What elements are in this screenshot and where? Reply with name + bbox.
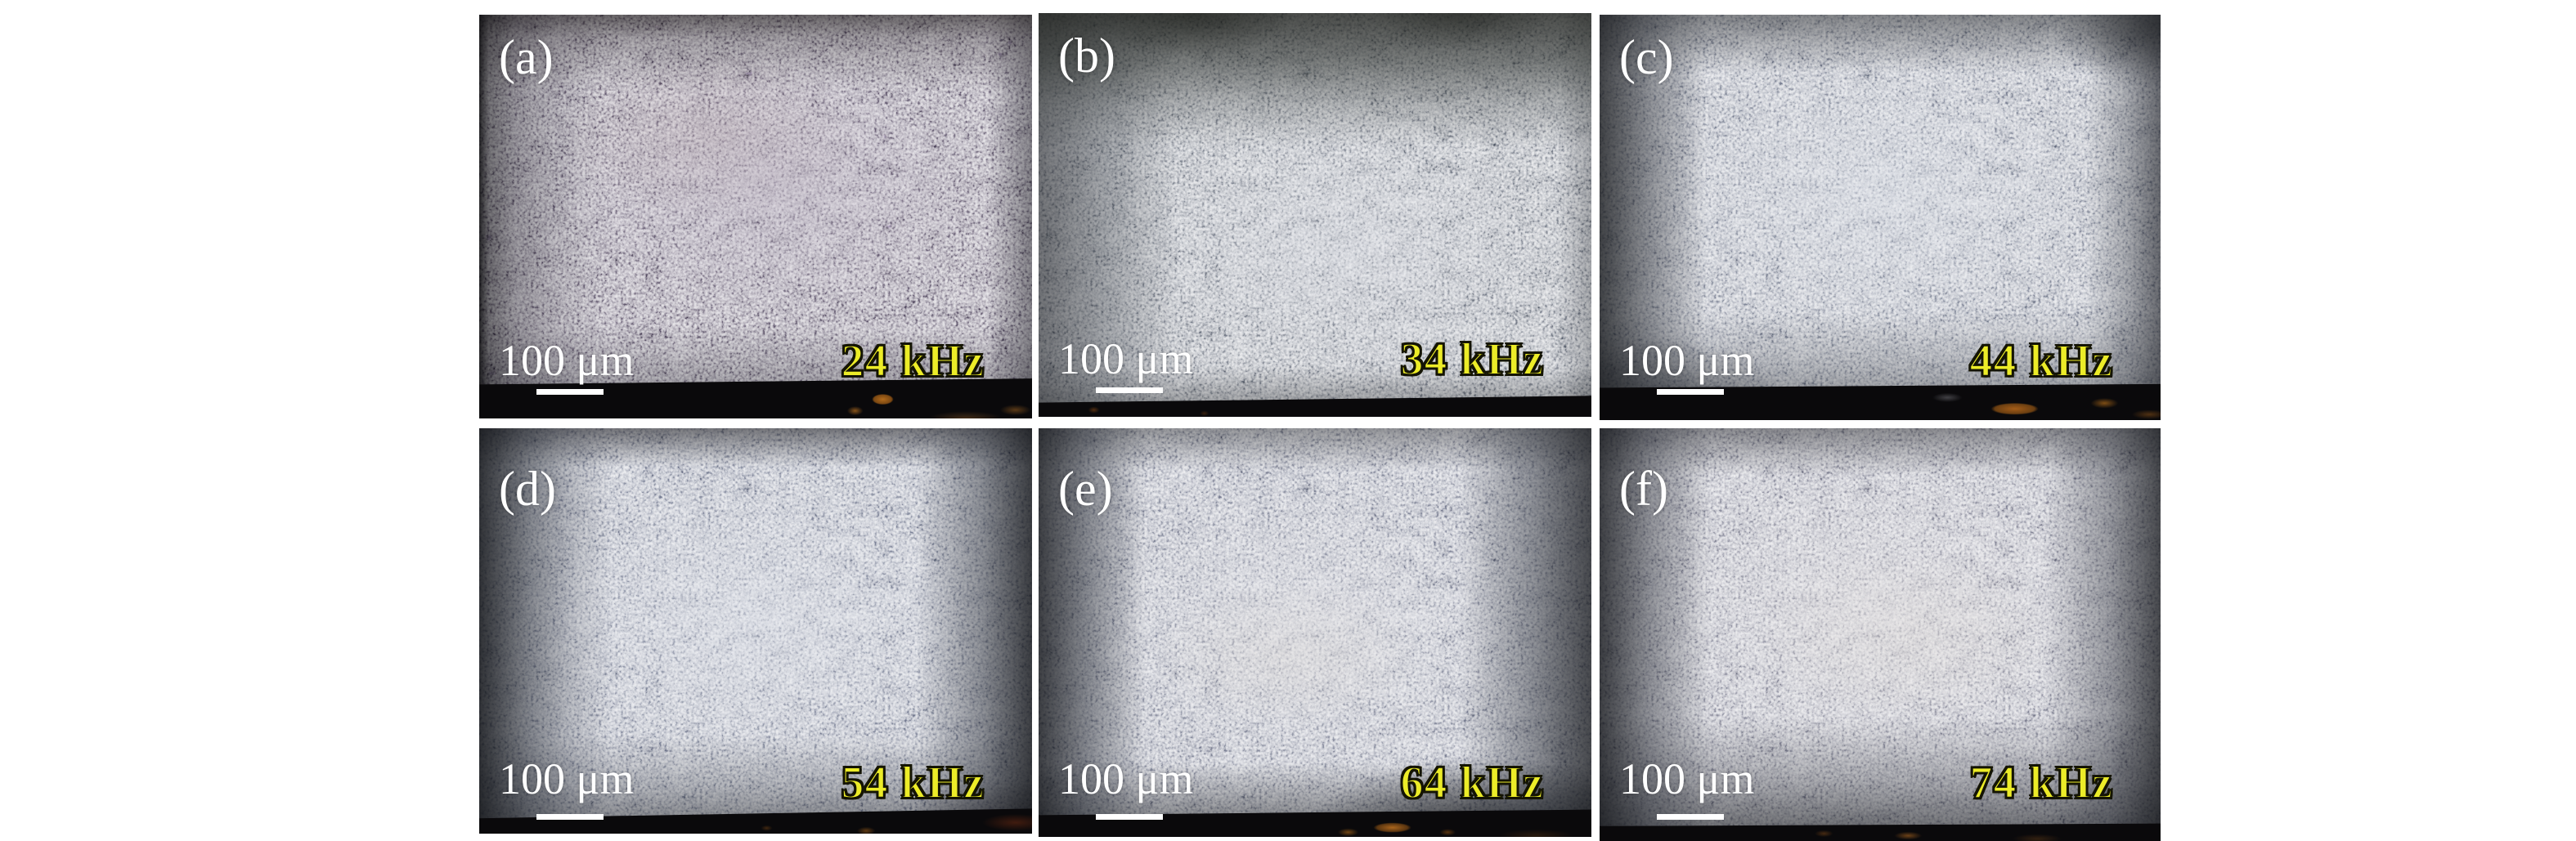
frequency-label: 44 kHz (1968, 336, 2113, 387)
frequency-label: 24 kHz (840, 336, 985, 387)
panel-letter-label: (f) (1619, 462, 1668, 516)
scale-bar (536, 814, 604, 820)
stage-shadow-band (1600, 383, 2161, 420)
panel-d: (d) 100 μm 54 kHz (479, 428, 1032, 834)
scale-bar (1096, 814, 1163, 820)
scale-label: 100 μm (499, 336, 635, 385)
panel-a: (a) 100 μm 24 kHz (479, 15, 1032, 418)
frequency-label: 64 kHz (1399, 758, 1544, 808)
scale-bar (1657, 389, 1724, 395)
scale-label: 100 μm (499, 754, 635, 803)
tone-overlay (479, 428, 1032, 834)
panel-letter-label: (a) (499, 30, 554, 84)
scale-label: 100 μm (1058, 334, 1194, 383)
tone-overlay (1039, 13, 1591, 417)
panel-b: (b) 100 μm 34 kHz (1039, 13, 1591, 417)
scale-label: 100 μm (1619, 754, 1755, 803)
frequency-label: 34 kHz (1399, 334, 1544, 385)
panel-letter-label: (c) (1619, 30, 1674, 84)
scale-label: 100 μm (1058, 754, 1194, 803)
panel-f: (f) 100 μm 74 kHz (1600, 428, 2161, 841)
panel-letter-label: (e) (1058, 462, 1113, 516)
tone-overlay (1039, 428, 1591, 837)
frequency-label: 54 kHz (840, 758, 985, 808)
tone-overlay (1600, 15, 2161, 420)
scale-bar (536, 389, 604, 395)
panel-e: (e) 100 μm 64 kHz (1039, 428, 1591, 837)
tone-overlay (1600, 428, 2161, 841)
panel-letter-label: (d) (499, 462, 556, 516)
panel-letter-label: (b) (1058, 29, 1115, 83)
panel-c: (c) 100 μm 44 kHz (1600, 15, 2161, 420)
scale-bar (1657, 814, 1724, 820)
frequency-label: 74 kHz (1968, 758, 2113, 808)
scale-bar (1096, 387, 1163, 393)
scale-label: 100 μm (1619, 336, 1755, 385)
tone-overlay (479, 15, 1032, 418)
stage-shadow-band (479, 378, 1032, 418)
